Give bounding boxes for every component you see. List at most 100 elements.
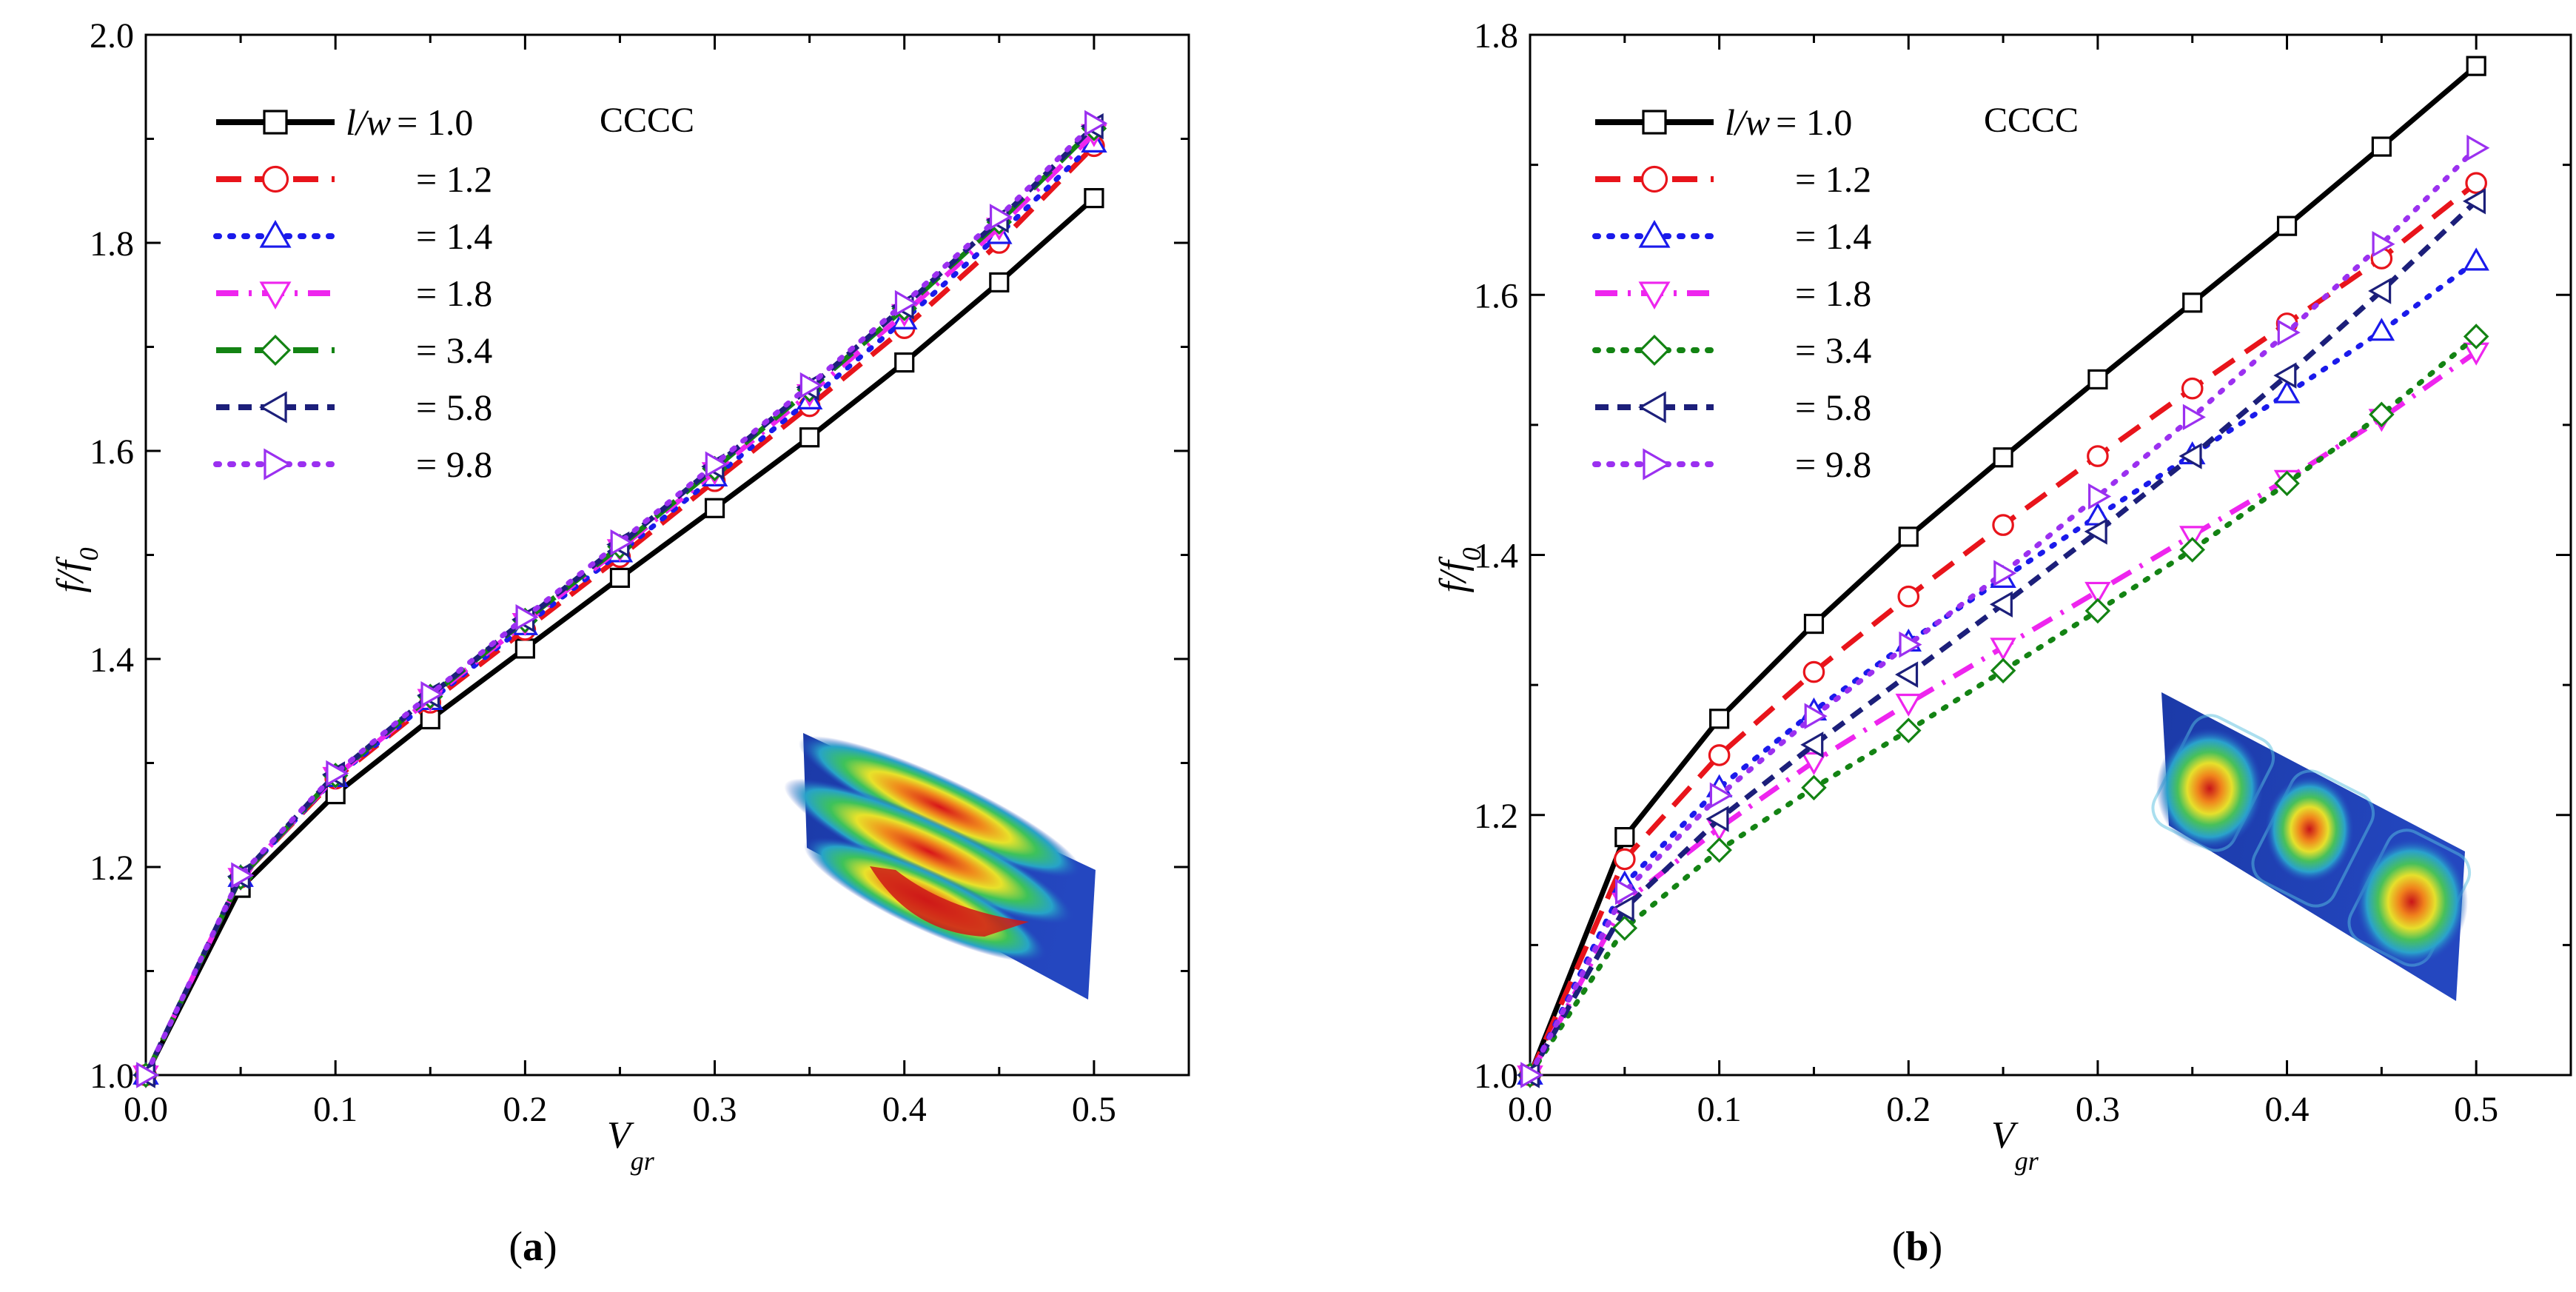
y-tick-label: 1.2 bbox=[90, 848, 134, 888]
y-tick-labels: 1.0 1.2 1.4 1.6 1.8 bbox=[1474, 16, 1518, 1096]
data-point bbox=[1611, 915, 1638, 941]
axis-ticks bbox=[1529, 33, 2572, 1077]
legend-label: = 5.8 bbox=[416, 386, 492, 428]
data-point bbox=[704, 498, 725, 518]
y-tick-label: 1.8 bbox=[90, 224, 134, 264]
y-tick-labels: 1.0 1.2 1.4 1.6 1.8 2.0 bbox=[90, 16, 134, 1096]
panel-label: (a) bbox=[509, 1224, 557, 1270]
data-point bbox=[2465, 172, 2487, 195]
legend-marker bbox=[1642, 110, 1667, 135]
legend-entry: = 5.8 bbox=[216, 386, 492, 428]
data-point bbox=[2369, 401, 2395, 428]
legend-header: l/w bbox=[346, 101, 391, 143]
x-axis-label: Vgr bbox=[607, 1114, 655, 1176]
data-point bbox=[2463, 324, 2489, 349]
data-point bbox=[2182, 292, 2203, 313]
legend-entry: = 1.2 bbox=[216, 158, 492, 200]
legend-label: = 1.4 bbox=[1795, 215, 1871, 257]
data-point bbox=[2274, 470, 2300, 497]
data-point bbox=[1804, 703, 1828, 730]
data-point bbox=[1800, 732, 1824, 758]
data-point bbox=[1708, 744, 1731, 766]
series-line bbox=[1527, 181, 2478, 1077]
mode-shape-inset bbox=[2151, 692, 2472, 1001]
x-axis-label: Vgr bbox=[1991, 1114, 2039, 1176]
data-point bbox=[2087, 445, 2109, 467]
data-point bbox=[515, 604, 539, 631]
series-layer bbox=[1516, 56, 2490, 1089]
data-point bbox=[2181, 377, 2204, 400]
data-point bbox=[1614, 848, 1636, 871]
data-point bbox=[1990, 657, 2016, 684]
legend-label: = 1.8 bbox=[1795, 272, 1871, 314]
legend-label: = 1.2 bbox=[416, 158, 492, 200]
data-point bbox=[1989, 591, 2013, 617]
data-point bbox=[1520, 1062, 1544, 1088]
legend-marker bbox=[261, 165, 289, 193]
data-point bbox=[1802, 660, 1825, 683]
x-tick-label: 0.3 bbox=[693, 1090, 737, 1129]
y-tick-label: 1.6 bbox=[90, 432, 134, 472]
x-tick-label: 0.0 bbox=[124, 1090, 168, 1129]
legend-label: = 9.8 bbox=[1795, 444, 1871, 485]
series-layer bbox=[132, 110, 1108, 1089]
x-tick-label: 0.1 bbox=[313, 1090, 358, 1129]
legend-header: l/w bbox=[1725, 101, 1770, 143]
data-point bbox=[989, 204, 1013, 230]
y-axis-label: f/f0 bbox=[1432, 547, 1486, 592]
legend-marker bbox=[259, 220, 292, 248]
data-point bbox=[1993, 560, 2017, 586]
data-point bbox=[705, 451, 728, 478]
data-point bbox=[1990, 637, 2016, 661]
y-tick-label: 1.8 bbox=[1474, 16, 1518, 56]
y-tick-label: 1.6 bbox=[1474, 276, 1518, 315]
data-point bbox=[799, 372, 823, 399]
data-point bbox=[2371, 136, 2392, 157]
legend-marker bbox=[259, 281, 292, 309]
x-tick-label: 0.1 bbox=[1697, 1090, 1742, 1129]
legend-entry: = 3.4 bbox=[1592, 329, 1871, 371]
series-l-w---5.8 bbox=[1516, 188, 2486, 1088]
x-tick-label: 0.0 bbox=[1508, 1090, 1552, 1129]
series-l-w---1.0 bbox=[135, 187, 1104, 1085]
legend-marker bbox=[264, 448, 292, 481]
data-point bbox=[2276, 215, 2298, 236]
data-point bbox=[1895, 661, 1919, 688]
data-point bbox=[989, 272, 1010, 292]
data-point bbox=[2084, 518, 2107, 545]
legend-entry: = 1.4 bbox=[213, 215, 492, 257]
y-tick-label: 2.0 bbox=[90, 16, 134, 56]
legend-entry: = 1.8 bbox=[1595, 272, 1871, 314]
y-tick-label: 1.4 bbox=[90, 640, 134, 680]
data-point bbox=[799, 427, 820, 448]
legend-marker bbox=[1638, 220, 1671, 248]
x-tick-labels: 0.0 0.1 0.2 0.3 0.4 0.5 bbox=[124, 1090, 1116, 1129]
data-point bbox=[1709, 782, 1733, 809]
y-tick-label: 1.4 bbox=[1474, 537, 1518, 576]
data-point bbox=[2372, 230, 2395, 258]
legend-label: = 9.8 bbox=[416, 444, 492, 485]
data-point bbox=[894, 352, 915, 373]
data-point bbox=[610, 529, 634, 556]
legend-marker bbox=[1638, 391, 1666, 424]
data-point bbox=[894, 289, 918, 317]
data-point bbox=[2462, 188, 2486, 215]
series-l-w---3.4 bbox=[1517, 324, 2489, 1088]
data-point bbox=[136, 1062, 160, 1088]
legend-label: = 5.8 bbox=[1795, 386, 1871, 428]
legend-marker bbox=[259, 391, 287, 424]
legend-label: l/w = 1.0 bbox=[346, 101, 473, 143]
x-tick-label: 0.5 bbox=[2454, 1090, 2498, 1129]
data-point bbox=[1803, 613, 1825, 635]
data-point bbox=[609, 567, 631, 589]
chart-panel-b: 0.0 0.1 0.2 0.3 0.4 0.5 1.01.21.41.61.8 l/w = … bbox=[1432, 16, 2572, 1270]
data-point bbox=[2463, 247, 2489, 271]
data-point bbox=[2368, 278, 2392, 304]
axis-ticks bbox=[144, 33, 1190, 1077]
series-l-w---1.2 bbox=[1519, 172, 2487, 1086]
legend: l/w = 1.0 = 1.2 = 1.4 = 1.8 = 3.4 = 5.8 = 9.8 bbox=[1592, 101, 1871, 485]
series-l-w---9.8 bbox=[1520, 135, 2490, 1088]
series-line bbox=[1527, 333, 2479, 1078]
chart-panel-a: 0.0 0.1 0.2 0.3 0.4 0.5 1.0 1.2 1.4 1.6 1.8 2.0 l/… bbox=[50, 16, 1190, 1270]
